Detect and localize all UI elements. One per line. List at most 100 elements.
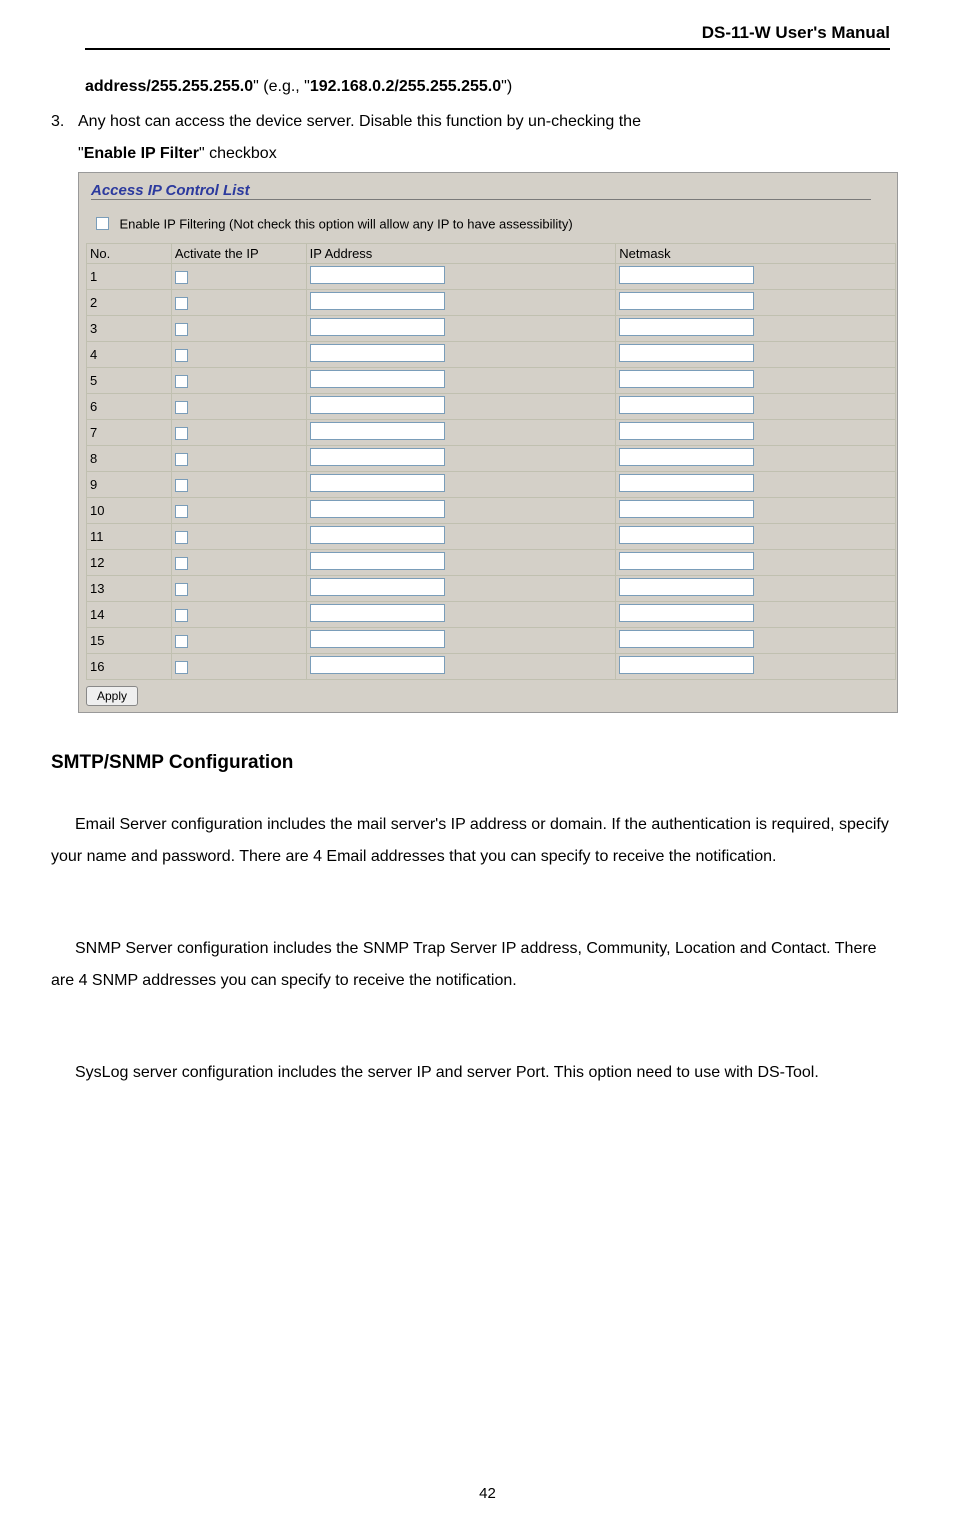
netmask-input[interactable] xyxy=(619,448,754,466)
ip-address-input[interactable] xyxy=(310,630,445,648)
cell-no: 5 xyxy=(87,368,172,394)
activate-checkbox[interactable] xyxy=(175,271,188,284)
ip-address-input[interactable] xyxy=(310,526,445,544)
cell-activate xyxy=(171,446,306,472)
cell-netmask xyxy=(616,628,896,654)
list-item-2-text: address/255.255.255.0" (e.g., "192.168.0… xyxy=(85,78,512,96)
enable-filter-checkbox[interactable] xyxy=(96,217,109,230)
activate-checkbox[interactable] xyxy=(175,635,188,648)
activate-checkbox[interactable] xyxy=(175,479,188,492)
cell-activate xyxy=(171,368,306,394)
activate-checkbox[interactable] xyxy=(175,453,188,466)
netmask-input[interactable] xyxy=(619,474,754,492)
ip-address-input[interactable] xyxy=(310,344,445,362)
activate-checkbox[interactable] xyxy=(175,609,188,622)
table-row: 12 xyxy=(87,550,896,576)
cell-ip xyxy=(306,290,616,316)
cell-activate xyxy=(171,498,306,524)
ip-address-input[interactable] xyxy=(310,318,445,336)
paragraph-1: Email Server configuration includes the … xyxy=(51,809,890,873)
cell-activate xyxy=(171,316,306,342)
netmask-input[interactable] xyxy=(619,344,754,362)
cell-no: 2 xyxy=(87,290,172,316)
col-header-ip: IP Address xyxy=(306,244,616,264)
cell-activate xyxy=(171,472,306,498)
activate-checkbox[interactable] xyxy=(175,401,188,414)
cell-netmask xyxy=(616,394,896,420)
ip-address-input[interactable] xyxy=(310,604,445,622)
cell-no: 10 xyxy=(87,498,172,524)
netmask-input[interactable] xyxy=(619,318,754,336)
cell-no: 6 xyxy=(87,394,172,420)
cell-no: 8 xyxy=(87,446,172,472)
apply-button[interactable]: Apply xyxy=(86,686,138,706)
list-item-2-bold2: 192.168.0.2/255.255.255.0 xyxy=(310,78,501,95)
activate-checkbox[interactable] xyxy=(175,349,188,362)
activate-checkbox[interactable] xyxy=(175,427,188,440)
ip-filter-table: No. Activate the IP IP Address Netmask 1… xyxy=(86,243,896,680)
cell-netmask xyxy=(616,420,896,446)
netmask-input[interactable] xyxy=(619,604,754,622)
ip-address-input[interactable] xyxy=(310,370,445,388)
table-row: 15 xyxy=(87,628,896,654)
ip-address-input[interactable] xyxy=(310,396,445,414)
cell-activate xyxy=(171,654,306,680)
ip-address-input[interactable] xyxy=(310,500,445,518)
ip-address-input[interactable] xyxy=(310,422,445,440)
paragraph-2-text: SNMP Server configuration includes the S… xyxy=(51,940,877,989)
cell-ip xyxy=(306,368,616,394)
netmask-input[interactable] xyxy=(619,292,754,310)
ip-address-input[interactable] xyxy=(310,266,445,284)
netmask-input[interactable] xyxy=(619,422,754,440)
list-item-3-tail: " checkbox xyxy=(199,145,277,162)
activate-checkbox[interactable] xyxy=(175,583,188,596)
netmask-input[interactable] xyxy=(619,500,754,518)
cell-ip xyxy=(306,498,616,524)
activate-checkbox[interactable] xyxy=(175,297,188,310)
cell-no: 16 xyxy=(87,654,172,680)
activate-checkbox[interactable] xyxy=(175,375,188,388)
netmask-input[interactable] xyxy=(619,370,754,388)
ip-address-input[interactable] xyxy=(310,474,445,492)
cell-netmask xyxy=(616,316,896,342)
ip-address-input[interactable] xyxy=(310,292,445,310)
cell-netmask xyxy=(616,602,896,628)
cell-activate xyxy=(171,342,306,368)
activate-checkbox[interactable] xyxy=(175,557,188,570)
cell-activate xyxy=(171,264,306,290)
cell-netmask xyxy=(616,524,896,550)
cell-netmask xyxy=(616,498,896,524)
table-row: 4 xyxy=(87,342,896,368)
cell-no: 11 xyxy=(87,524,172,550)
page-number: 42 xyxy=(0,1485,975,1502)
netmask-input[interactable] xyxy=(619,578,754,596)
cell-no: 7 xyxy=(87,420,172,446)
cell-netmask xyxy=(616,342,896,368)
activate-checkbox[interactable] xyxy=(175,505,188,518)
cell-ip xyxy=(306,472,616,498)
table-row: 14 xyxy=(87,602,896,628)
netmask-input[interactable] xyxy=(619,396,754,414)
netmask-input[interactable] xyxy=(619,266,754,284)
activate-checkbox[interactable] xyxy=(175,323,188,336)
activate-checkbox[interactable] xyxy=(175,661,188,674)
table-row: 8 xyxy=(87,446,896,472)
list-item-3-number: 3. xyxy=(51,113,64,131)
ip-address-input[interactable] xyxy=(310,578,445,596)
cell-ip xyxy=(306,628,616,654)
cell-netmask xyxy=(616,446,896,472)
ip-address-input[interactable] xyxy=(310,656,445,674)
netmask-input[interactable] xyxy=(619,656,754,674)
cell-ip xyxy=(306,342,616,368)
netmask-input[interactable] xyxy=(619,630,754,648)
cell-netmask xyxy=(616,368,896,394)
netmask-input[interactable] xyxy=(619,552,754,570)
netmask-input[interactable] xyxy=(619,526,754,544)
cell-activate xyxy=(171,550,306,576)
activate-checkbox[interactable] xyxy=(175,531,188,544)
ip-address-input[interactable] xyxy=(310,552,445,570)
ip-address-input[interactable] xyxy=(310,448,445,466)
cell-no: 13 xyxy=(87,576,172,602)
cell-ip xyxy=(306,420,616,446)
paragraph-3: SysLog server configuration includes the… xyxy=(51,1057,890,1089)
